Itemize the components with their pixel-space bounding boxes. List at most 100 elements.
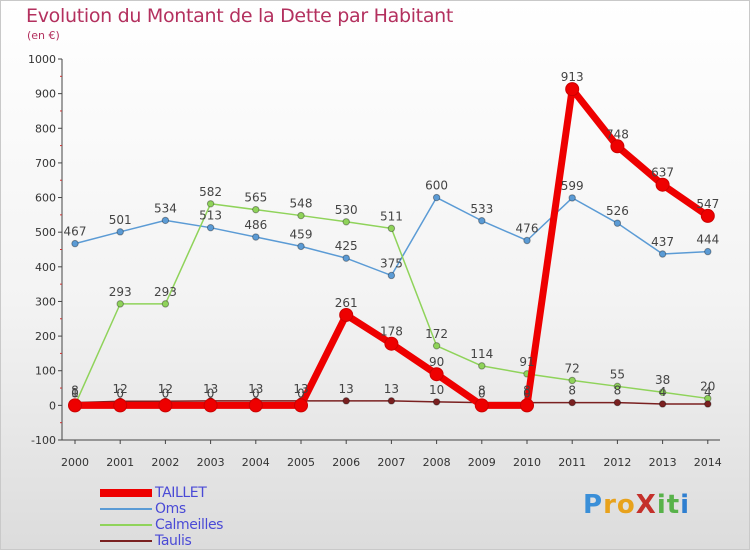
y-tick-label: 700 xyxy=(35,157,56,170)
data-point-taulis xyxy=(614,399,620,405)
legend-swatch-taulis xyxy=(100,540,152,542)
data-label-calmeilles: 72 xyxy=(565,361,580,375)
y-tick-label: 900 xyxy=(35,88,56,101)
data-label-calmeilles: 565 xyxy=(244,191,267,205)
data-label-oms: 476 xyxy=(516,221,539,235)
legend-swatch-oms xyxy=(100,508,152,510)
x-tick-label: 2009 xyxy=(468,456,496,469)
data-point-taillet xyxy=(656,178,669,191)
legend-swatch-calmeilles xyxy=(100,524,152,526)
data-label-taulis: 13 xyxy=(384,382,399,396)
data-label-taillet: 0 xyxy=(478,386,486,400)
data-point-oms xyxy=(479,218,485,224)
data-label-oms: 425 xyxy=(335,239,358,253)
data-label-oms: 467 xyxy=(64,225,87,239)
data-point-taulis xyxy=(659,401,665,407)
data-point-taillet xyxy=(159,399,172,412)
data-label-oms: 459 xyxy=(290,227,313,241)
data-point-oms xyxy=(72,240,78,246)
legend-label-calmeilles: Calmeilles xyxy=(155,517,223,533)
y-tick-label: 300 xyxy=(35,295,56,308)
data-point-oms xyxy=(614,220,620,226)
logo-letter: r xyxy=(603,490,617,520)
data-label-calmeilles: 114 xyxy=(470,347,493,361)
data-label-calmeilles: 548 xyxy=(290,197,313,211)
data-label-taulis: 8 xyxy=(614,384,622,398)
data-label-taulis: 8 xyxy=(568,384,576,398)
data-point-taulis xyxy=(388,398,394,404)
logo-letter: o xyxy=(617,490,636,520)
x-tick-label: 2003 xyxy=(197,456,225,469)
data-label-calmeilles: 20 xyxy=(700,379,715,393)
y-tick-label: 1000 xyxy=(28,53,56,66)
data-point-taillet xyxy=(611,140,624,153)
x-tick-label: 2004 xyxy=(242,456,270,469)
data-point-calmeilles xyxy=(433,343,439,349)
data-label-oms: 599 xyxy=(561,179,584,193)
data-label-taillet: 0 xyxy=(297,386,305,400)
x-tick-label: 2011 xyxy=(558,456,586,469)
y-tick-label: -100 xyxy=(31,434,56,447)
data-label-oms: 437 xyxy=(651,235,674,249)
x-tick-label: 2001 xyxy=(106,456,134,469)
proxiti-logo: ProXiti xyxy=(583,490,690,520)
data-point-calmeilles xyxy=(343,219,349,225)
data-label-taulis: 13 xyxy=(339,382,354,396)
data-label-oms: 486 xyxy=(244,218,267,232)
legend-label-taillet: TAILLET xyxy=(155,485,206,501)
y-tick-label: 200 xyxy=(35,330,56,343)
data-label-oms: 501 xyxy=(109,213,132,227)
data-label-taillet: 90 xyxy=(429,355,444,369)
data-label-taillet: 0 xyxy=(207,386,215,400)
data-point-calmeilles xyxy=(298,212,304,218)
y-tick-label: 800 xyxy=(35,122,56,135)
data-point-oms xyxy=(343,255,349,261)
data-label-calmeilles: 172 xyxy=(425,327,448,341)
x-tick-label: 2006 xyxy=(332,456,360,469)
legend-swatch-taillet xyxy=(100,489,152,497)
data-point-oms xyxy=(162,217,168,223)
data-label-taillet: 748 xyxy=(606,127,629,141)
logo-letter: X xyxy=(636,490,657,520)
x-tick-label: 2010 xyxy=(513,456,541,469)
data-point-taulis xyxy=(705,401,711,407)
data-point-oms xyxy=(569,195,575,201)
data-label-calmeilles: 511 xyxy=(380,209,403,223)
data-point-taulis xyxy=(569,399,575,405)
logo-letter: t xyxy=(667,490,680,520)
logo-letter: i xyxy=(657,490,667,520)
data-point-oms xyxy=(117,229,123,235)
y-tick-label: 400 xyxy=(35,261,56,274)
data-point-taillet xyxy=(701,209,714,222)
data-point-taillet xyxy=(566,83,579,96)
data-point-oms xyxy=(298,243,304,249)
y-tick-label: 600 xyxy=(35,192,56,205)
data-label-calmeilles: 293 xyxy=(154,285,177,299)
legend-label-oms: Oms xyxy=(155,501,186,517)
data-point-taillet xyxy=(114,399,127,412)
data-point-taillet xyxy=(295,399,308,412)
data-point-calmeilles xyxy=(479,363,485,369)
data-point-taillet xyxy=(340,308,353,321)
x-tick-label: 2000 xyxy=(61,456,89,469)
data-point-taillet xyxy=(521,399,534,412)
data-point-oms xyxy=(705,248,711,254)
data-point-oms xyxy=(388,272,394,278)
data-label-taillet: 178 xyxy=(380,325,403,339)
y-tick-label: 100 xyxy=(35,365,56,378)
x-tick-label: 2007 xyxy=(377,456,405,469)
data-label-calmeilles: 530 xyxy=(335,203,358,217)
x-tick-label: 2013 xyxy=(649,456,677,469)
data-point-oms xyxy=(659,251,665,257)
data-label-calmeilles: 582 xyxy=(199,185,222,199)
data-label-oms: 375 xyxy=(380,256,403,270)
data-label-taillet: 0 xyxy=(252,386,260,400)
data-point-oms xyxy=(524,237,530,243)
x-tick-label: 2008 xyxy=(423,456,451,469)
data-label-taillet: 261 xyxy=(335,296,358,310)
data-point-taulis xyxy=(343,398,349,404)
chart-data-labels: 8121213131313131088884412932935825655485… xyxy=(64,70,720,400)
data-point-taillet xyxy=(385,337,398,350)
data-label-taillet: 637 xyxy=(651,166,674,180)
data-label-calmeilles: 38 xyxy=(655,373,670,387)
